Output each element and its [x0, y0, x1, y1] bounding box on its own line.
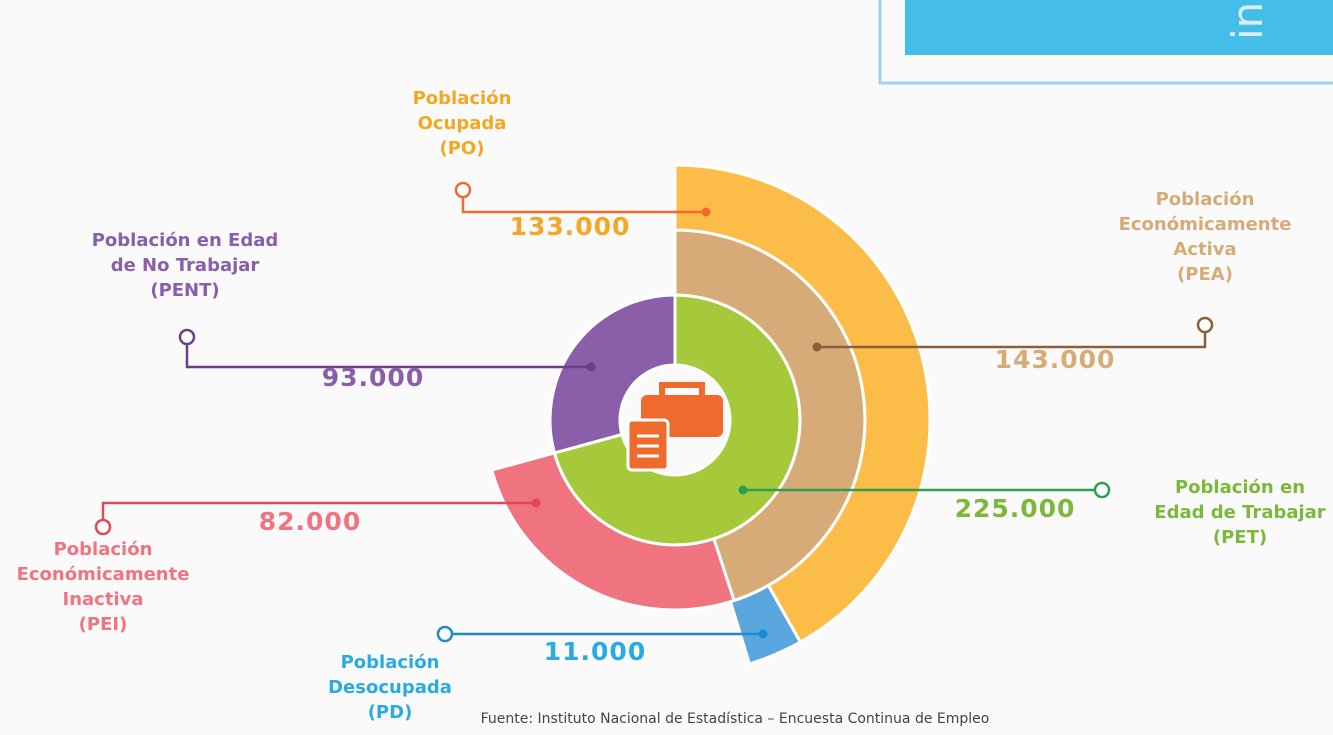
page: indi em Fuente: Instituto Nacional de Es…: [0, 0, 1333, 735]
value-label: 133.000: [510, 212, 631, 241]
connector-dot: [759, 630, 768, 639]
value-label: 11.000: [544, 637, 646, 666]
segment-name: Inactiva: [63, 589, 144, 610]
decor-text: em: [1267, 0, 1332, 40]
connector-end: [96, 520, 110, 534]
segment-name: Ocupada: [418, 113, 507, 134]
connector-end: [438, 627, 452, 641]
value-label: 93.000: [322, 363, 424, 392]
value-label: 143.000: [995, 345, 1116, 374]
connector-dot: [702, 208, 711, 217]
segment-name: Activa: [1173, 239, 1236, 260]
segment-name: Desocupada: [328, 677, 452, 698]
briefcase-icon: [628, 385, 723, 470]
connector-dot: [532, 499, 541, 508]
segment-name: (PO): [440, 138, 485, 159]
segment-name: Población: [54, 539, 153, 560]
segment-name: Población en: [1175, 477, 1305, 498]
segment-name: de No Trabajar: [111, 255, 260, 276]
segment-name: (PEI): [79, 614, 128, 635]
segment-name: Población en Edad: [92, 230, 279, 251]
segment-name: (PET): [1213, 527, 1267, 548]
decor-text: indi: [1223, 0, 1272, 40]
connector: [463, 198, 706, 212]
connector-end: [1095, 483, 1109, 497]
segment-name: Económicamente: [17, 564, 190, 585]
connector-end: [180, 330, 194, 344]
value-label: 225.000: [955, 494, 1076, 523]
connector-end: [456, 183, 470, 197]
segment-name: Edad de Trabajar: [1154, 502, 1326, 523]
connector-end: [1198, 318, 1212, 332]
segment-name: Económicamente: [1119, 214, 1292, 235]
segment-name: Población: [1156, 189, 1255, 210]
segment-name: (PEA): [1177, 264, 1233, 285]
infographic: indi em Fuente: Instituto Nacional de Es…: [0, 0, 1333, 735]
segment-name: Población: [341, 652, 440, 673]
segment-name: Población: [413, 88, 512, 109]
segment-name: (PD): [368, 702, 413, 723]
source: Fuente: Instituto Nacional de Estadístic…: [481, 711, 990, 727]
segment-name: (PENT): [150, 280, 219, 301]
value-label: 82.000: [259, 507, 361, 536]
connector-dot: [739, 486, 748, 495]
connector-dot: [813, 343, 822, 352]
connector-dot: [587, 363, 596, 372]
